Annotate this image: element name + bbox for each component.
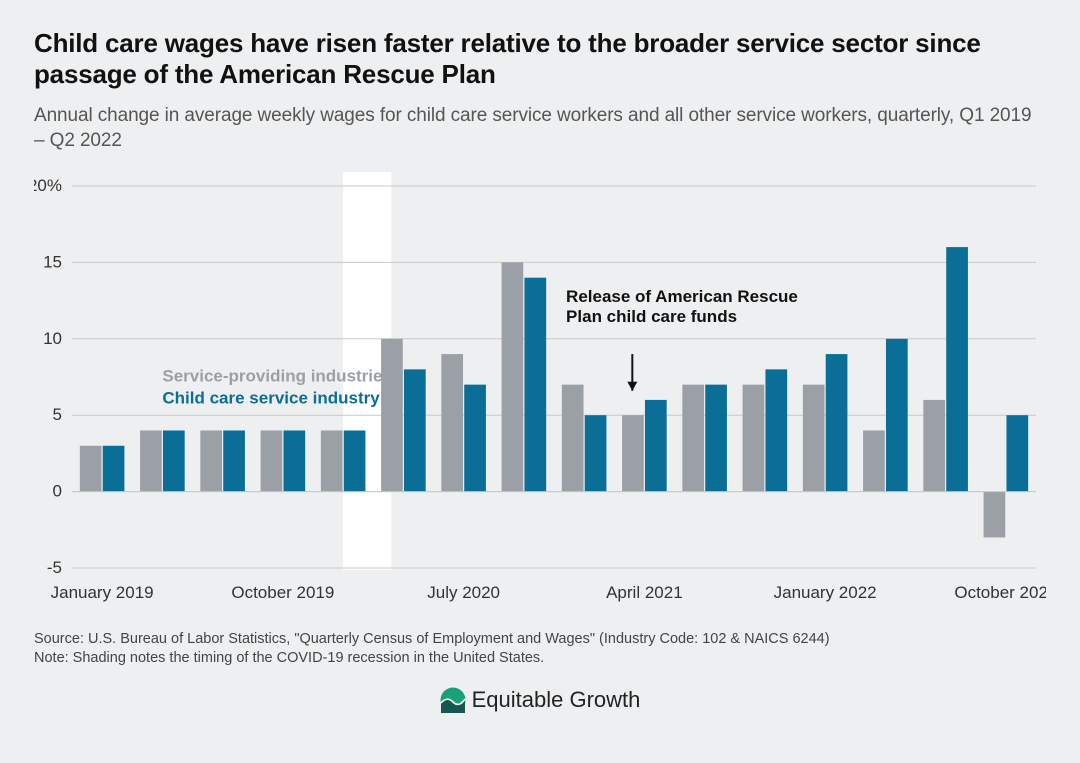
bar [765,369,787,491]
bar [803,384,825,491]
bar [223,430,245,491]
source-line: Note: Shading notes the timing of the CO… [34,649,1046,669]
source-note: Source: U.S. Bureau of Labor Statistics,… [34,630,1046,669]
bar [441,354,463,492]
x-axis-label: October 2019 [231,583,334,602]
y-axis-label: -5 [47,558,62,577]
y-axis-label: 0 [53,481,62,500]
bar [705,384,727,491]
equitable-growth-logo-icon [440,687,466,713]
y-axis-label: 10 [43,329,62,348]
source-line: Source: U.S. Bureau of Labor Statistics,… [34,630,1046,650]
bar [200,430,222,491]
bar [524,277,546,491]
bar [585,415,607,491]
bar [984,491,1006,537]
bar [381,339,403,492]
bar [645,400,667,492]
y-axis-label: 5 [53,405,62,424]
bar [344,430,366,491]
footer-brand-text: Equitable Growth [472,687,641,713]
bar [502,262,524,491]
bar [1006,415,1028,491]
bar [163,430,185,491]
legend-service-providing: Service-providing industries [162,366,392,385]
bar [886,339,908,492]
x-axis-label: January 2019 [51,583,154,602]
bar [622,415,644,491]
bar [562,384,584,491]
bar [140,430,162,491]
bar [682,384,704,491]
bar [923,400,945,492]
annotation-text: Plan child care funds [566,307,737,326]
bar [826,354,848,492]
bar [261,430,283,491]
bar [743,384,765,491]
bar [863,430,885,491]
bar [80,446,102,492]
y-axis-label: 15 [43,252,62,271]
footer-brand: Equitable Growth [440,687,641,713]
annotation-arrowhead-icon [627,382,637,391]
x-axis-label: April 2021 [606,583,683,602]
chart-title: Child care wages have risen faster relat… [34,28,1046,90]
bar [946,247,968,491]
x-axis-label: July 2020 [427,583,500,602]
bar [283,430,305,491]
footer: Equitable Growth [34,687,1046,718]
bar [464,384,486,491]
chart-area: -5 0 5 10 15 20% January 2019 October 2019 July … [34,172,1046,612]
bar [404,369,426,491]
x-axis-label: January 2022 [774,583,877,602]
bar-chart: -5 0 5 10 15 20% January 2019 October 2019 July … [34,172,1046,612]
y-axis-label: 20% [34,176,62,195]
chart-subtitle: Annual change in average weekly wages fo… [34,104,1046,153]
bar [321,430,343,491]
legend-child-care: Child care service industry [162,388,380,407]
bar [103,446,125,492]
x-axis-label: October 2022 [954,583,1046,602]
annotation-text: Release of American Rescue [566,287,798,306]
